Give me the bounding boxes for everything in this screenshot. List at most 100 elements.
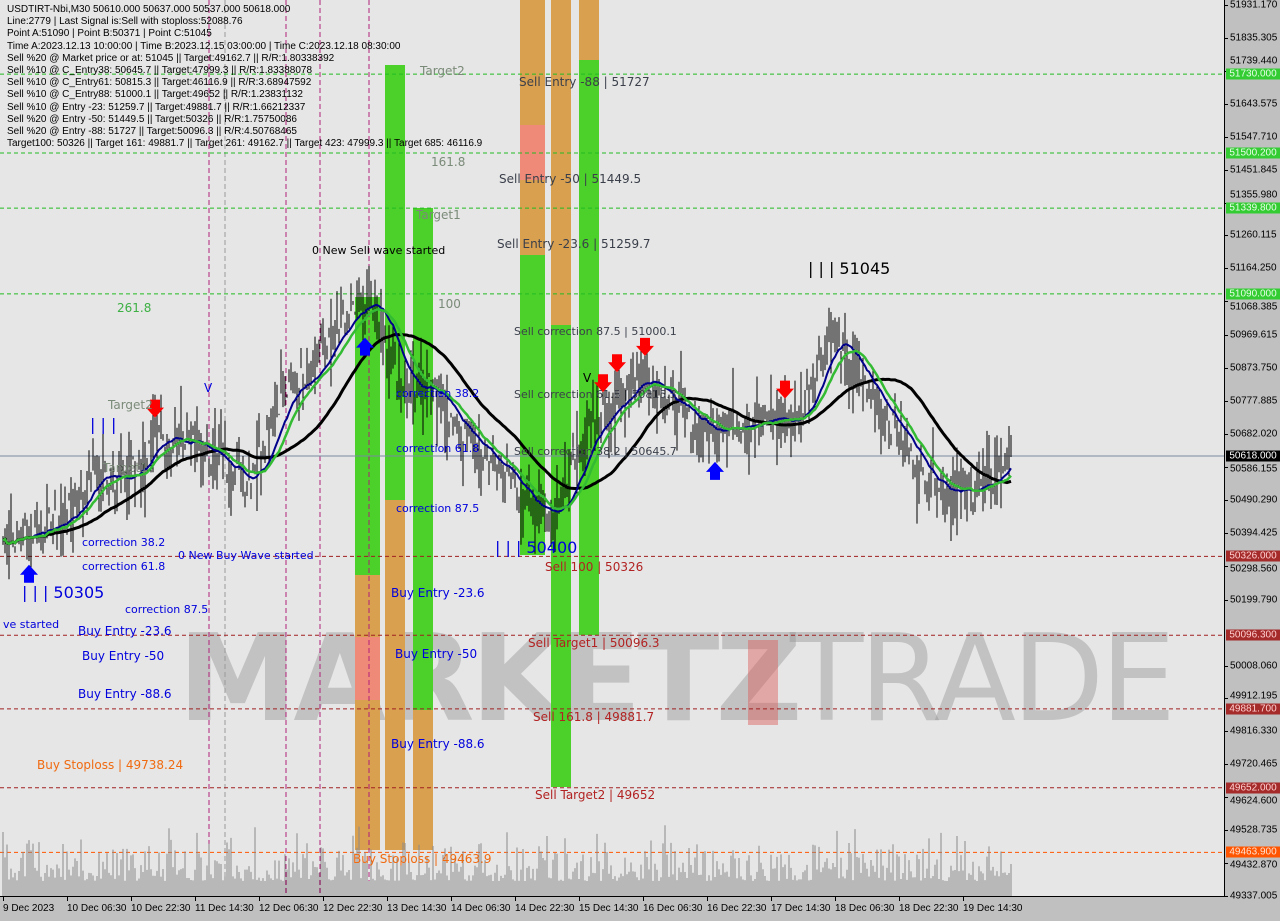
price-tick-label: 51068.385: [1230, 301, 1278, 313]
level-badge-red: 49652.000: [1226, 782, 1280, 794]
zone-bar: [520, 0, 545, 125]
zone-bar: [579, 60, 599, 635]
buy-entry-label: Buy Entry -50: [82, 649, 165, 663]
time-axis[interactable]: 9 Dec 2023 10 Dec 06:30 10 Dec 22:30 11 Dec…: [0, 896, 1224, 921]
sell-target-label: Sell 161.8 | 49881.7: [533, 710, 655, 724]
price-tick-mark: [1224, 37, 1228, 39]
fib-label: Target2: [420, 64, 465, 78]
watermark: MARKETZ: [178, 610, 803, 749]
price-tick-mark: [1224, 5, 1228, 6]
ma-blue-line: [2, 303, 1012, 545]
buy-entry-label: Buy Entry -88.6: [78, 687, 172, 701]
price-tick-mark: [1224, 335, 1228, 337]
new-sell-wave-label: 0 New Sell wave started: [312, 244, 446, 257]
price-tick-mark: [1224, 565, 1228, 567]
chart-svg: [0, 0, 1224, 896]
level-badge-green: 51090.000: [1226, 288, 1280, 300]
info-line: Sell %10 @ C_Entry38: 50645.7 || Target:…: [7, 65, 312, 77]
time-tick-label: 10 Dec 06:30: [67, 897, 127, 914]
new-buy-wave-label: 0 New Buy Wave started: [178, 549, 314, 562]
price-tick-label: 49816.330: [1230, 725, 1278, 737]
zone-bar: [520, 180, 545, 255]
price-tick-label: 50873.750: [1230, 362, 1278, 374]
watermark-logo-bar: [748, 640, 778, 725]
price-tick-mark: [1224, 599, 1228, 601]
price-tick-mark: [1224, 169, 1228, 171]
price-tick-mark: [1224, 764, 1228, 766]
time-tick-label: 11 Dec 14:30: [195, 897, 254, 914]
time-tick-label: 12 Dec 06:30: [259, 897, 319, 914]
correction-label: correction 61.8: [82, 560, 166, 573]
sell-entry-label: Sell Entry -50 | 51449.5: [499, 172, 642, 186]
time-tick-label: 14 Dec 06:30: [451, 897, 511, 914]
level-badge-green: 51730.000: [1226, 68, 1280, 80]
buy-entry-label: Buy Entry -50: [395, 647, 478, 661]
price-tick-label: 51451.845: [1230, 164, 1278, 176]
price-tick-label: 50586.155: [1230, 463, 1278, 475]
price-tick-label: 51164.250: [1230, 262, 1277, 274]
price-tick-label: 51739.440: [1230, 55, 1278, 67]
price-tick-mark: [1224, 401, 1228, 403]
level-badge-green: 51500.200: [1226, 147, 1280, 159]
price-tick-mark: [1224, 434, 1228, 436]
price-tick-mark: [1224, 136, 1228, 138]
sell-arrow-icon: [776, 380, 794, 399]
price-tick-mark: [1224, 235, 1228, 237]
info-line: Sell %10 @ C_Entry88: 51000.1 || Target:…: [7, 89, 303, 101]
price-chart[interactable]: MARKETZ TRADE USDTIRT-Nbi,M30 50610.000 …: [0, 0, 1224, 896]
price-tick-label: 50682.020: [1230, 428, 1278, 440]
price-tick-label: 51835.305: [1230, 32, 1278, 44]
price-tick-label: 50777.885: [1230, 395, 1278, 407]
price-tick-label: 50490.290: [1230, 494, 1278, 506]
fib-label: 161.8: [431, 155, 466, 169]
correction-label: correction 38.2: [82, 536, 166, 549]
price-tick-label: 50969.615: [1230, 329, 1278, 341]
time-tick-label: 18 Dec 22:30: [899, 897, 959, 914]
buy-arrow-icon: [20, 564, 38, 583]
price-tick-mark: [1224, 731, 1228, 733]
ma-slow-line: [2, 333, 1012, 546]
level-badge-red: 50326.000: [1226, 550, 1280, 562]
stoploss-badge: 49463.900: [1226, 846, 1280, 858]
correction-label: correction 38.2: [396, 387, 480, 400]
price-tick-mark: [1224, 830, 1228, 832]
price-tick-mark: [1224, 863, 1228, 865]
wave-marker: | | |: [90, 415, 117, 434]
buy-arrow-icon: [706, 461, 724, 480]
info-line: Point A:51090 | Point B:50371 | Point C:…: [7, 28, 212, 40]
price-tick-label: 50199.790: [1230, 594, 1278, 606]
sell-arrow-icon: [146, 399, 164, 418]
zone-bar: [355, 700, 380, 850]
price-tick-mark: [1224, 103, 1228, 105]
fib-label: Target1: [103, 461, 148, 475]
info-line: Target100: 50326 || Target 161: 49881.7 …: [7, 138, 483, 150]
sell-target-label: Sell 100 | 50326: [545, 560, 644, 574]
price-tick-label: 51355.980: [1230, 189, 1278, 201]
time-tick-label: 12 Dec 22:30: [323, 897, 383, 914]
time-tick-label: 16 Dec 06:30: [643, 897, 703, 914]
zone-bar: [579, 0, 599, 60]
price-tick-mark: [1224, 797, 1228, 799]
zone-bar: [385, 500, 405, 850]
ma-green-line: [2, 307, 1012, 546]
time-tick-label: 19 Dec 14:30: [963, 897, 1023, 914]
sell-entry-label: Sell Entry -88 | 51727: [519, 75, 650, 89]
time-tick-label: 14 Dec 22:30: [515, 897, 575, 914]
price-tick-mark: [1224, 368, 1228, 370]
buy-entry-label: Buy Entry -88.6: [391, 737, 485, 751]
info-line: Time A:2023.12.13 10:00:00 | Time B:2023…: [7, 40, 401, 52]
sell-arrow-icon: [594, 374, 612, 393]
sell-arrow-icon: [636, 337, 654, 356]
point-c-label: | | | 51045: [808, 259, 891, 278]
level-badge-green: 51339.800: [1226, 202, 1280, 214]
v-marker: V: [583, 371, 592, 385]
point-label: | | | 50305: [22, 583, 105, 602]
time-tick-label: 15 Dec 14:30: [579, 897, 639, 914]
price-axis[interactable]: 51931.170 51835.305 51739.440 51643.575 5154…: [1224, 0, 1280, 902]
price-tick-mark: [1224, 466, 1228, 468]
buy-entry-label: Buy Entry -23.6: [78, 624, 172, 638]
sell-arrow-icon: [608, 354, 626, 373]
zone-bar: [385, 65, 405, 500]
price-tick-label: 50008.060: [1230, 660, 1278, 672]
price-tick-mark: [1224, 698, 1228, 700]
